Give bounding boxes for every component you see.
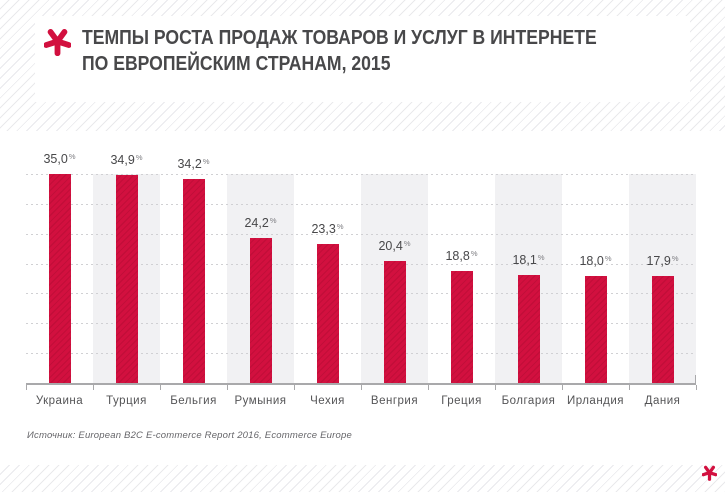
gridline xyxy=(26,203,696,205)
axis-tick xyxy=(629,385,630,390)
category-label: Дания xyxy=(644,395,681,407)
axis-line xyxy=(26,383,696,385)
gridline xyxy=(26,293,696,295)
percent-sign: % xyxy=(269,215,277,225)
bar-value-label: 35,0% xyxy=(43,151,76,167)
bar xyxy=(450,271,473,383)
bar xyxy=(517,275,540,383)
bar xyxy=(651,276,674,383)
axis-tick xyxy=(696,385,697,390)
bar xyxy=(182,179,205,383)
category-label: Румыния xyxy=(234,395,287,407)
bar-value-label: 18,1% xyxy=(512,252,545,268)
category-label: Украина xyxy=(35,395,84,407)
percent-sign: % xyxy=(537,252,545,262)
title-card: ТЕМПЫ РОСТА ПРОДАЖ ТОВАРОВ И УСЛУГ В ИНТ… xyxy=(35,16,690,102)
bar xyxy=(48,174,71,383)
bar-value-label: 23,3% xyxy=(311,221,344,237)
bar-value-label: 34,2% xyxy=(177,156,210,172)
axis-tick xyxy=(160,385,161,390)
category-label: Чехия xyxy=(310,395,345,407)
chart-title: ТЕМПЫ РОСТА ПРОДАЖ ТОВАРОВ И УСЛУГ В ИНТ… xyxy=(82,25,689,77)
gridline xyxy=(26,353,696,355)
bar xyxy=(115,175,138,383)
chart-title-line2: ПО ЕВРОПЕЙСКИМ СТРАНАМ, 2015 xyxy=(82,53,391,75)
category-label: Греция xyxy=(441,395,482,407)
axis-tick xyxy=(294,385,295,390)
source-note: Источник: European B2C E-commerce Report… xyxy=(27,430,352,441)
axis-tick xyxy=(26,385,27,390)
percent-sign: % xyxy=(470,248,478,258)
brand-asterisk-icon xyxy=(43,28,72,61)
chart-card: 35,0% Украина 34,9% Турция 34,2% Бельгия 24,2%… xyxy=(0,131,725,465)
plot-area: 35,0% Украина 34,9% Турция 34,2% Бельгия 24,2%… xyxy=(0,131,725,465)
gridline xyxy=(26,174,696,175)
bar xyxy=(383,261,406,383)
bar xyxy=(249,238,272,383)
axis-end-tick xyxy=(695,375,696,383)
bar-value-label: 20,4% xyxy=(378,238,411,254)
axis-tick xyxy=(361,385,362,390)
category-label: Венгрия xyxy=(370,395,419,407)
bar-value-label: 18,0% xyxy=(579,253,612,269)
bar-value-label: 34,9% xyxy=(110,152,143,168)
percent-sign: % xyxy=(202,156,210,166)
axis-tick xyxy=(562,385,563,390)
category-label: Турция xyxy=(106,395,147,407)
percent-sign: % xyxy=(68,151,76,161)
category-label: Ирландия xyxy=(566,395,625,407)
axis-tick xyxy=(93,385,94,390)
bar xyxy=(316,244,339,383)
gridline xyxy=(26,233,696,235)
gridline xyxy=(26,263,696,265)
bar-value-label: 24,2% xyxy=(244,215,277,231)
bar-value-label: 18,8% xyxy=(445,248,478,264)
percent-sign: % xyxy=(604,253,612,263)
category-label: Бельгия xyxy=(170,395,217,407)
category-label: Болгария xyxy=(501,395,556,407)
percent-sign: % xyxy=(403,238,411,248)
chart-title-line1: ТЕМПЫ РОСТА ПРОДАЖ ТОВАРОВ И УСЛУГ В ИНТ… xyxy=(82,27,597,49)
axis-tick xyxy=(428,385,429,390)
axis-tick xyxy=(495,385,496,390)
bar xyxy=(584,276,607,383)
footer-asterisk-icon xyxy=(701,465,718,486)
percent-sign: % xyxy=(336,221,344,231)
gridline xyxy=(26,323,696,325)
percent-sign: % xyxy=(135,152,143,162)
bar-value-label: 17,9% xyxy=(646,253,679,269)
percent-sign: % xyxy=(671,253,679,263)
axis-tick xyxy=(227,385,228,390)
